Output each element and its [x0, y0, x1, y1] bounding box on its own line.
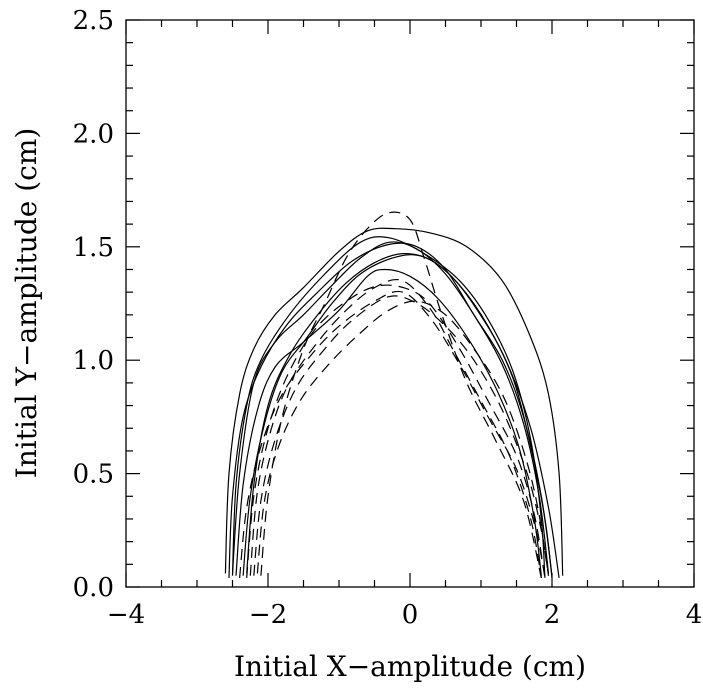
dashed-curve-10 — [253, 295, 550, 576]
solid-curve-5 — [246, 252, 553, 578]
x-tick-label: 0 — [402, 600, 419, 630]
solid-curve-1 — [224, 227, 564, 576]
ticks-layer — [125, 19, 695, 588]
y-tick-label: 0.5 — [73, 460, 114, 490]
dashed-curve-12 — [249, 278, 542, 579]
dashed-curve-11 — [239, 290, 546, 578]
solid-curve-4 — [235, 268, 542, 576]
y-tick-label: 2.5 — [73, 6, 114, 36]
y-tick-label: 1.5 — [73, 233, 114, 263]
solid-curve-7 — [242, 254, 560, 578]
x-tick-label: −2 — [249, 600, 287, 630]
y-tick-label: 0.0 — [73, 573, 114, 603]
dashed-curve-9 — [246, 284, 546, 579]
tick-labels-layer: −4 −2 0 2 4 0.0 0.5 1.0 1.5 2.0 2.5 — [73, 6, 703, 630]
plot-frame — [125, 19, 695, 588]
dashed-curve-13 — [256, 300, 550, 576]
y-tick-label: 2.0 — [73, 119, 114, 149]
solid-curve-2 — [231, 236, 546, 578]
solid-curve-6 — [231, 241, 550, 574]
x-tick-label: 2 — [544, 600, 561, 630]
dashed-curve-8 — [260, 211, 542, 579]
x-tick-label: 4 — [686, 600, 703, 630]
y-tick-label: 1.0 — [73, 346, 114, 376]
x-axis-title: Initial X−amplitude (cm) — [234, 650, 586, 683]
y-axis-title: Initial Y−amplitude (cm) — [10, 128, 43, 479]
curves-layer — [224, 211, 564, 579]
x-tick-label: −4 — [107, 600, 145, 630]
